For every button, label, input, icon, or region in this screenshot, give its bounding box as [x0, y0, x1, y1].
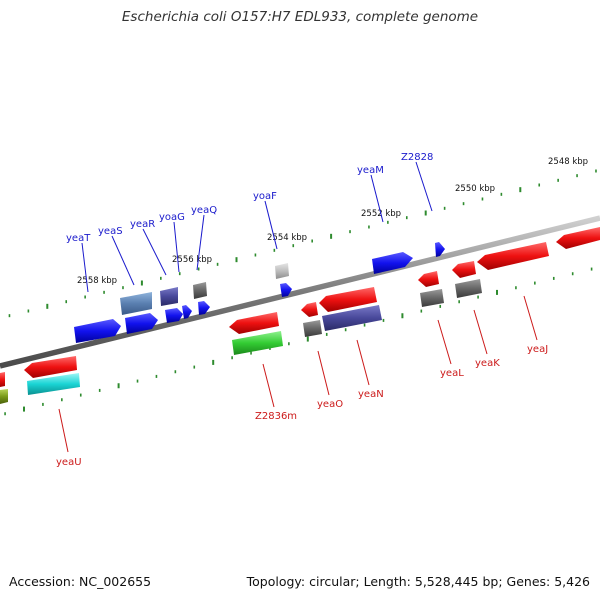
gene-label-year[interactable]: yeaR [130, 219, 155, 230]
gene-feature[interactable] [24, 356, 77, 378]
gene-label-yeam[interactable]: yeaM [357, 165, 384, 176]
gene-feature[interactable] [193, 282, 207, 299]
gene-feature[interactable] [275, 263, 289, 279]
gene-feature[interactable] [74, 319, 121, 343]
gene-feature[interactable] [556, 227, 600, 249]
gene-feature[interactable] [372, 252, 413, 274]
gene-label-yeaq[interactable]: yeaQ [191, 205, 217, 216]
kbp-label: 2556 kbp [172, 255, 212, 265]
forward-strand-genes [74, 242, 445, 343]
gene-feature[interactable] [420, 289, 444, 307]
gene-label-yeas[interactable]: yeaS [98, 226, 123, 237]
gene-feature[interactable] [198, 301, 210, 315]
gene-feature[interactable] [160, 287, 178, 306]
gene-label-yeal[interactable]: yeaL [440, 368, 464, 379]
gene-feature[interactable] [232, 331, 283, 355]
gene-feature[interactable] [120, 292, 152, 315]
gene-feature[interactable] [303, 320, 322, 337]
gene-feature[interactable] [418, 271, 439, 287]
reverse-callouts [58, 295, 538, 453]
gene-label-z2828[interactable]: Z2828 [401, 152, 433, 163]
gene-label-yoag[interactable]: yoaG [159, 212, 185, 223]
gene-feature[interactable] [125, 313, 158, 334]
genome-summary-text: Topology: circular; Length: 5,528,445 bp… [246, 574, 590, 589]
gene-label-yeao[interactable]: yeaO [317, 399, 343, 410]
gene-label-yoaf[interactable]: yoaF [253, 191, 277, 202]
gene-feature[interactable] [280, 283, 292, 297]
gene-feature[interactable] [435, 242, 445, 257]
gene-label-yeau[interactable]: yeaU [56, 457, 82, 468]
gene-label-yean[interactable]: yeaN [358, 389, 384, 400]
gene-feature[interactable] [319, 287, 377, 312]
gene-label-yeaj[interactable]: yeaJ [527, 344, 548, 355]
genome-backbone [0, 215, 600, 369]
reverse-strand-genes [0, 227, 600, 404]
gene-label-yeat[interactable]: yeaT [66, 233, 91, 244]
tick-tracks [4, 169, 597, 416]
gene-feature[interactable] [27, 373, 80, 395]
gene-label-z2836m[interactable]: Z2836m [255, 411, 297, 422]
gene-feature[interactable] [229, 312, 279, 334]
forward-callouts [81, 161, 433, 293]
forward-labels: yeaT yeaS yeaR yoaG yeaQ yoaF yeaM Z2828 [66, 152, 433, 244]
gene-feature[interactable] [165, 308, 183, 323]
accession-text: Accession: NC_002655 [9, 574, 152, 589]
kbp-label: 2554 kbp [267, 233, 307, 243]
kbp-label: 2550 kbp [455, 184, 495, 194]
gene-feature[interactable] [452, 261, 476, 278]
kbp-label: 2558 kbp [77, 276, 117, 286]
gene-feature[interactable] [455, 279, 482, 298]
reverse-labels: yeaU Z2836m yeaO yeaN yeaL yeaK yeaJ [56, 344, 548, 468]
gene-feature[interactable] [322, 305, 382, 331]
kbp-label: 2548 kbp [548, 157, 588, 167]
gene-feature[interactable] [301, 302, 318, 317]
gene-feature[interactable] [0, 372, 5, 387]
gene-feature[interactable] [477, 242, 549, 270]
gene-label-yeak[interactable]: yeaK [475, 358, 500, 369]
gene-feature[interactable] [182, 305, 192, 319]
map-title: Escherichia coli O157:H7 EDL933, complet… [121, 9, 479, 25]
gene-feature[interactable] [0, 389, 8, 404]
